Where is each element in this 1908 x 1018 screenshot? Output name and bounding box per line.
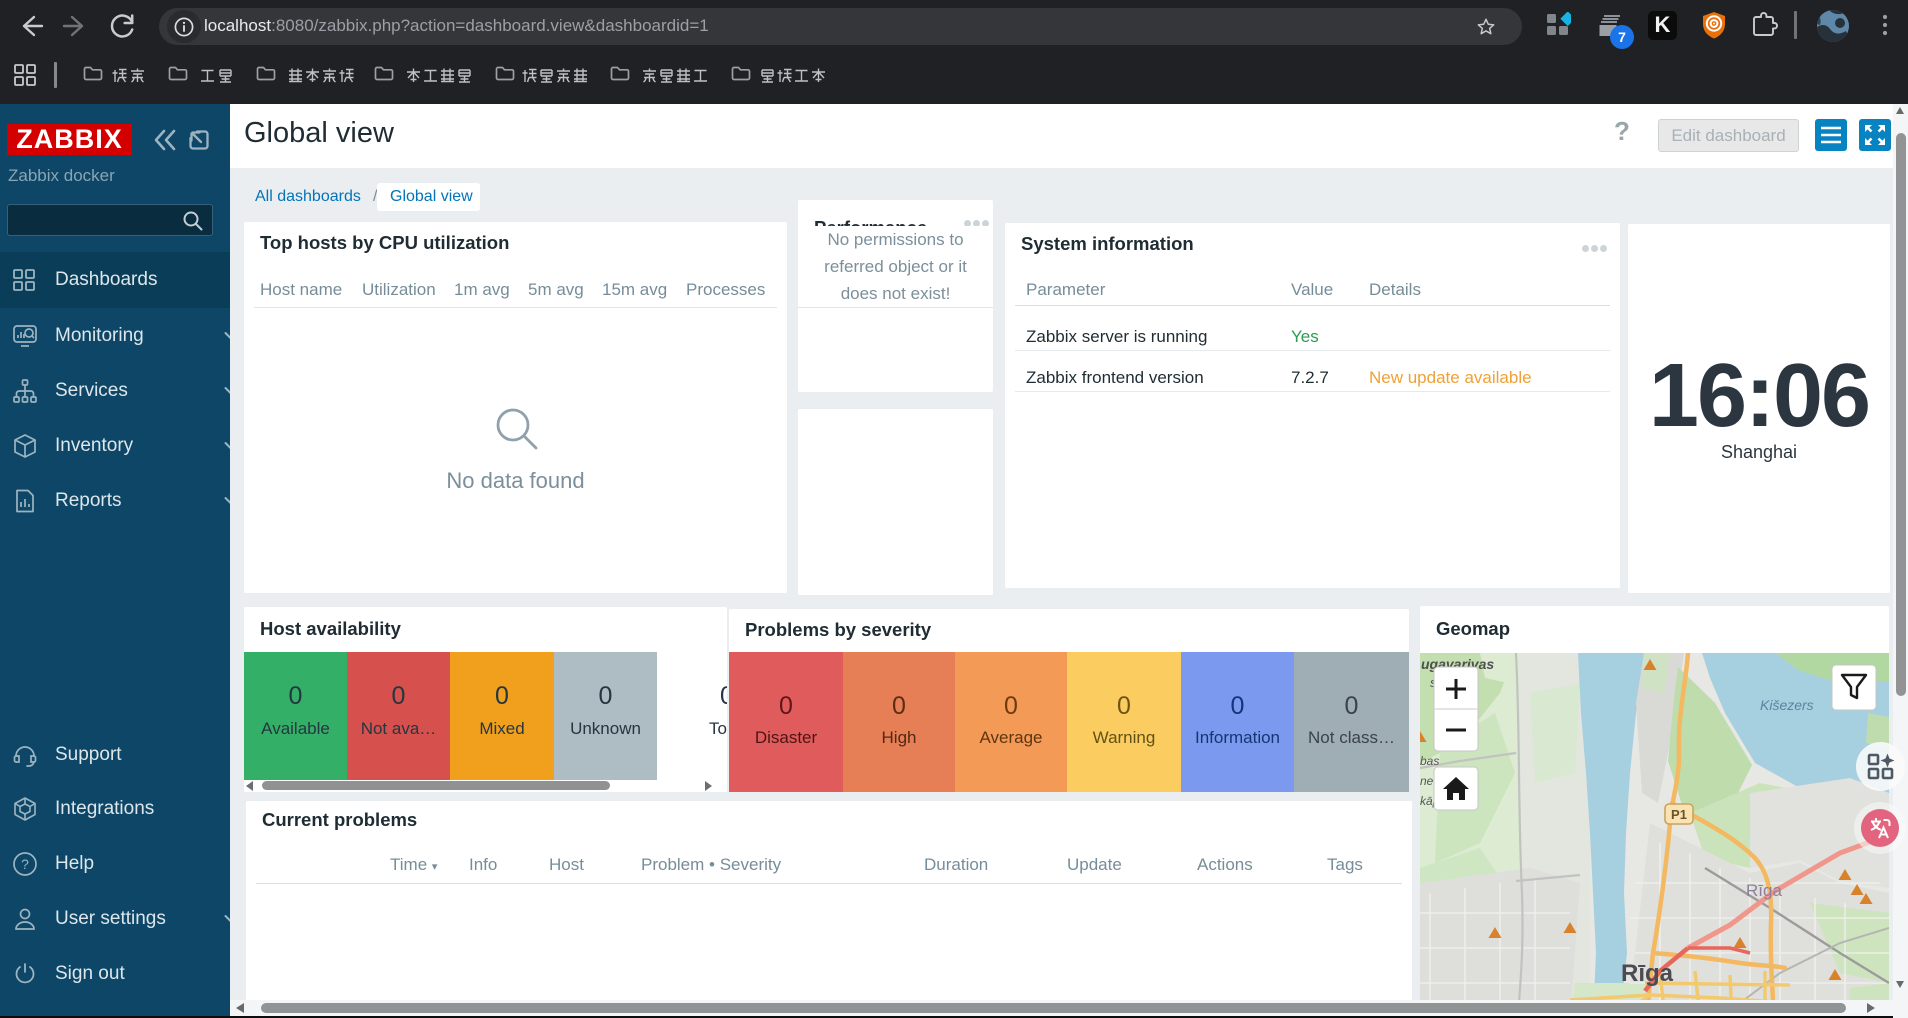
svg-text:Kišezers: Kišezers: [1760, 697, 1814, 713]
svg-text:Rīga: Rīga: [1746, 881, 1782, 900]
svg-text:bas: bas: [1420, 754, 1439, 768]
svg-text:nei: nei: [1420, 774, 1436, 788]
svg-text:P1: P1: [1671, 807, 1687, 822]
svg-text:Rīga: Rīga: [1621, 960, 1674, 987]
svg-text:?: ?: [21, 856, 29, 872]
